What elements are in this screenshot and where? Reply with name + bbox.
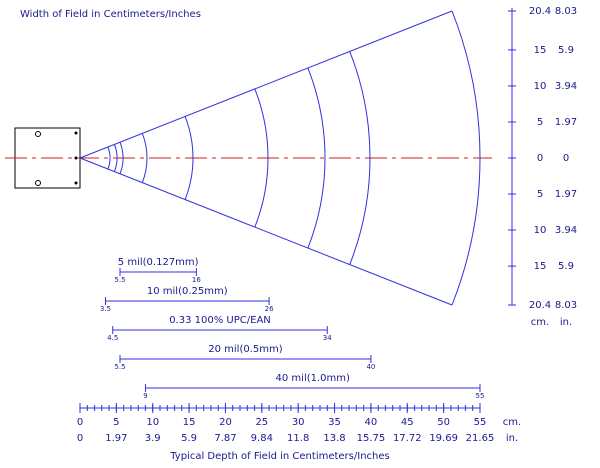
fan-arc: [451, 10, 481, 306]
depth-cm-label: 45: [401, 417, 414, 428]
screw: [35, 180, 41, 186]
range-label: 0.33 100% UPC/EAN: [169, 315, 271, 326]
depth-cm-label: 35: [328, 417, 341, 428]
width-cm-label: 5: [537, 117, 543, 128]
width-in-label: 3.94: [555, 81, 577, 92]
depth-in-label: 15.75: [357, 433, 386, 444]
width-in-label: 1.97: [555, 117, 577, 128]
range-start: 5.5: [114, 276, 125, 284]
fan-arc: [184, 116, 194, 200]
width-cm-label: 15: [534, 261, 547, 272]
width-in-label: 8.03: [555, 6, 577, 17]
range-end-label: 40: [366, 363, 375, 371]
width-cm-label: 20.4: [529, 6, 551, 17]
dot: [74, 181, 78, 185]
depth-cm-label: 10: [146, 417, 159, 428]
range-end-label: 26: [265, 305, 274, 313]
range-label: 20 mil(0.5mm): [208, 344, 282, 355]
depth-cm-unit: cm.: [503, 417, 521, 428]
dot: [74, 156, 78, 160]
width-in-label: 1.97: [555, 189, 577, 200]
depth-cm-label: 20: [219, 417, 232, 428]
depth-in-label: 17.72: [393, 433, 422, 444]
depth-in-label: 3.9: [145, 433, 161, 444]
depth-in-unit: in.: [506, 433, 518, 444]
width-cm-label: 15: [534, 45, 547, 56]
range-start: 3.5: [100, 305, 111, 313]
range-start: 9: [143, 392, 147, 400]
depth-cm-label: 40: [365, 417, 378, 428]
range-end-label: 55: [476, 392, 485, 400]
screw: [35, 131, 41, 137]
width-in-label: 0: [563, 153, 569, 164]
depth-cm-label: 25: [255, 417, 268, 428]
width-in-label: 3.94: [555, 225, 577, 236]
range-start: 4.5: [107, 334, 118, 342]
depth-in-label: 5.9: [181, 433, 197, 444]
fan-arc: [119, 142, 124, 174]
range-label: 40 mil(1.0mm): [276, 373, 350, 384]
fan-edge: [79, 10, 453, 159]
width-cm-label: 5: [537, 189, 543, 200]
dot: [74, 131, 78, 135]
depth-cm-label: 55: [474, 417, 487, 428]
fan-arc: [307, 67, 326, 249]
fan-arc: [113, 144, 118, 172]
range-label: 10 mil(0.25mm): [147, 286, 228, 297]
depth-in-label: 19.69: [429, 433, 458, 444]
fan-arc: [254, 88, 269, 228]
width-cm-label: 20.4: [529, 300, 551, 311]
range-end-label: 16: [192, 276, 201, 284]
depth-in-label: 0: [77, 433, 83, 444]
width-cm-label: 0: [537, 153, 543, 164]
depth-in-label: 1.97: [105, 433, 127, 444]
depth-in-label: 13.8: [323, 433, 345, 444]
depth-in-label: 11.8: [287, 433, 309, 444]
depth-cm-label: 30: [292, 417, 305, 428]
width-in-label: 5.9: [558, 261, 574, 272]
depth-cm-label: 50: [437, 417, 450, 428]
range-label: 5 mil(0.127mm): [118, 257, 199, 268]
width-in-label: 8.03: [555, 300, 577, 311]
width-cm-unit: cm.: [531, 317, 549, 328]
width-in-label: 5.9: [558, 45, 574, 56]
bottom-title: Typical Depth of Field in Centimeters/In…: [169, 451, 390, 462]
top-title: Width of Field in Centimeters/Inches: [20, 9, 201, 20]
width-cm-label: 10: [534, 81, 547, 92]
fan-arc: [141, 133, 148, 183]
depth-cm-label: 0: [77, 417, 83, 428]
range-end-label: 34: [323, 334, 332, 342]
depth-in-label: 21.65: [466, 433, 495, 444]
fan-arc: [349, 51, 371, 265]
depth-cm-label: 5: [113, 417, 119, 428]
fan-edge: [79, 157, 453, 306]
width-in-unit: in.: [560, 317, 572, 328]
width-cm-label: 10: [534, 225, 547, 236]
depth-cm-label: 15: [183, 417, 196, 428]
fan-arc: [107, 146, 111, 170]
depth-in-label: 9.84: [251, 433, 273, 444]
range-start: 5.5: [114, 363, 125, 371]
depth-in-label: 7.87: [214, 433, 236, 444]
